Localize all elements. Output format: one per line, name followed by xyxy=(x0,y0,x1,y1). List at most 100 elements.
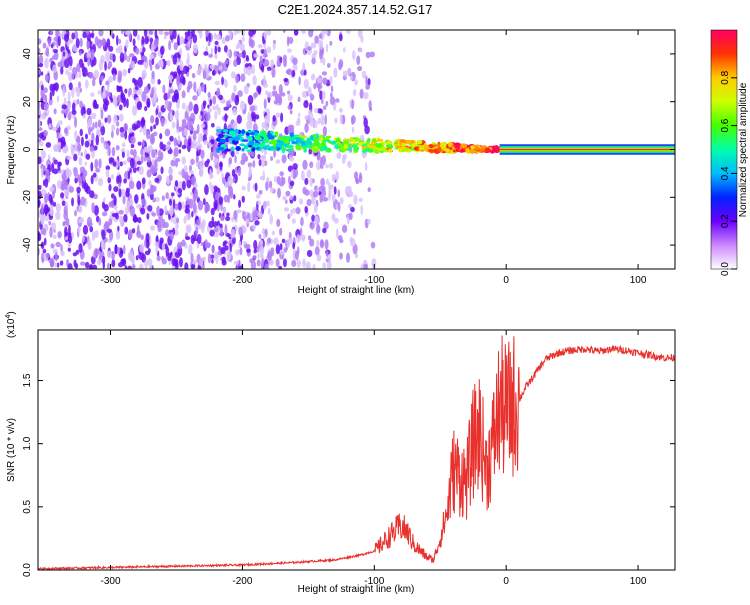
heatmap-cell xyxy=(339,252,343,260)
heatmap-cell xyxy=(460,143,468,149)
heatmap-cell xyxy=(204,160,209,168)
heatmap-cell xyxy=(129,167,132,174)
snr-x-ticks: -300 -200 -100 0 100 xyxy=(101,330,647,587)
heatmap-cell xyxy=(216,166,220,175)
heatmap-cell xyxy=(335,170,340,182)
heatmap-cell xyxy=(218,94,223,101)
heatmap-cell xyxy=(107,114,112,124)
heatmap-cell xyxy=(148,264,153,269)
colorbar: 0.0 0.2 0.4 0.6 0.8 Normalized spectral ampl… xyxy=(710,29,749,276)
heatmap-cell xyxy=(157,111,162,119)
heatmap-cell xyxy=(322,262,327,269)
snr-plot-frame xyxy=(37,329,676,571)
heatmap-cell xyxy=(280,135,287,140)
heatmap-cell xyxy=(335,228,339,239)
heatmap-cell xyxy=(162,84,166,94)
heatmap-cell xyxy=(484,147,491,153)
heatmap-cell xyxy=(85,185,91,195)
heatmap-cell xyxy=(303,78,309,90)
heatmap-cell xyxy=(231,216,235,223)
heatmap-cell xyxy=(241,148,245,152)
heatmap-cell xyxy=(242,109,246,115)
heatmap-cell xyxy=(314,215,319,226)
heatmap-cell xyxy=(226,256,230,262)
heatmap-cell xyxy=(137,217,142,224)
heatmap-cell xyxy=(223,45,228,53)
heatmap-cell xyxy=(312,148,319,153)
heatmap-cell xyxy=(361,145,367,149)
heatmap-cell xyxy=(306,198,312,207)
heatmap-cell xyxy=(93,69,100,79)
heatmap-cell xyxy=(62,221,66,227)
colorbar-tick-label: 0.6 xyxy=(720,118,731,132)
heatmap-cell xyxy=(345,252,351,263)
heatmap-cell xyxy=(283,77,289,83)
heatmap-cell xyxy=(126,55,130,63)
heatmap-cell xyxy=(309,177,313,187)
heatmap-cell xyxy=(177,134,181,146)
heatmap-cell xyxy=(258,233,262,239)
heatmap-cell xyxy=(453,142,461,147)
heatmap-cell xyxy=(212,69,216,75)
heatmap-cell xyxy=(90,92,95,97)
heatmap-cell xyxy=(247,112,252,122)
heatmap-cell xyxy=(148,30,152,36)
heatmap-cell xyxy=(92,145,98,151)
heatmap-cell xyxy=(115,145,120,151)
heatmap-cell xyxy=(263,233,266,239)
heatmap-cell xyxy=(319,49,324,60)
heatmap-cell xyxy=(322,90,326,100)
heatmap-cell xyxy=(122,97,127,108)
heatmap-cell xyxy=(275,93,282,104)
heatmap-cell xyxy=(194,182,198,189)
heatmap-cell xyxy=(295,207,301,215)
heatmap-cell xyxy=(164,243,168,250)
heatmap-cell xyxy=(365,84,370,90)
heatmap-cell xyxy=(132,148,137,159)
heatmap-cell xyxy=(227,194,231,204)
heatmap-cell xyxy=(48,123,52,128)
heatmap-cell xyxy=(224,224,228,235)
heatmap-cell xyxy=(236,30,241,34)
heatmap-cell xyxy=(224,245,229,251)
heatmap-cell xyxy=(156,205,160,217)
heatmap-cell xyxy=(100,109,104,120)
heatmap-cell xyxy=(245,132,250,136)
heatmap-cell xyxy=(323,221,329,230)
heatmap-cell xyxy=(242,210,245,220)
heatmap-cell xyxy=(253,112,257,123)
heatmap-cell xyxy=(203,140,209,145)
heatmap-cell xyxy=(319,193,324,203)
heatmap-cell xyxy=(60,136,66,146)
heatmap-cell xyxy=(257,200,261,205)
heatmap-cell xyxy=(112,73,116,81)
heatmap-cell xyxy=(134,194,139,204)
heatmap-cell xyxy=(210,138,215,145)
heatmap-cell xyxy=(183,165,188,172)
heatmap-cell xyxy=(169,206,174,217)
heatmap-cell xyxy=(348,191,354,198)
heatmap-cell xyxy=(291,218,296,224)
heatmap-cell xyxy=(141,55,147,61)
heatmap-cell xyxy=(326,62,331,68)
heatmap-cell xyxy=(337,189,341,198)
heatmap-cell xyxy=(136,203,142,209)
heatmap-cell xyxy=(310,134,314,140)
spectrogram-y-tick-label: 40 xyxy=(22,48,33,60)
heatmap-cell xyxy=(200,134,203,143)
heatmap-cell xyxy=(129,53,135,58)
heatmap-cell xyxy=(160,166,164,175)
heatmap-cell xyxy=(90,174,94,185)
heatmap-cell xyxy=(105,80,110,86)
heatmap-cell xyxy=(157,60,164,67)
heatmap-cell xyxy=(147,204,153,212)
figure-title: C2E1.2024.357.14.52.G17 xyxy=(278,2,433,17)
heatmap-cell xyxy=(203,83,207,94)
heatmap-cell xyxy=(117,38,122,45)
heatmap-cell xyxy=(135,47,140,55)
heatmap-cell xyxy=(240,129,246,135)
heatmap-cell xyxy=(169,101,172,109)
heatmap-cell xyxy=(62,51,66,57)
heatmap-cell xyxy=(306,144,313,149)
heatmap-cell xyxy=(185,204,190,211)
